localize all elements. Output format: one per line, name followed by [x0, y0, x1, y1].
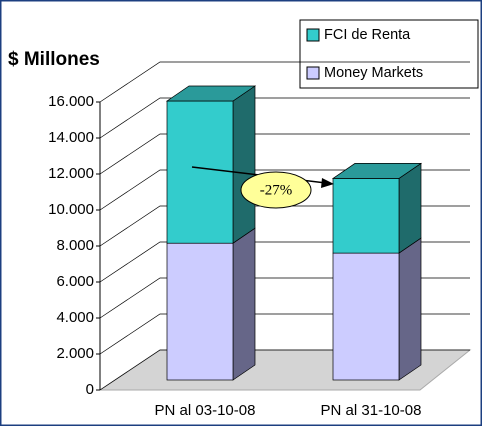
y-tick-label: 10.000	[48, 201, 94, 218]
annotation-bubble	[240, 171, 312, 209]
legend-box	[299, 19, 479, 89]
y-tick-label: 2.000	[56, 345, 94, 362]
bar	[332, 252, 400, 381]
y-tick-label: 12.000	[48, 165, 94, 182]
y-tick-label: 0	[86, 381, 94, 398]
legend-label: FCI de Renta	[324, 27, 411, 43]
bar-top	[165, 85, 257, 102]
annotation: -27%	[260, 182, 293, 198]
y-tick-label: 6.000	[56, 273, 94, 290]
y-tick-label: 14.000	[48, 129, 94, 146]
legend-swatch	[306, 66, 320, 80]
legend-label: Money Markets	[324, 65, 423, 81]
bar	[166, 100, 234, 244]
bar-top	[331, 163, 423, 179]
y-tick-label: 8.000	[56, 237, 94, 254]
bar-side	[232, 85, 256, 244]
bar-side	[232, 227, 256, 381]
bar	[166, 242, 234, 381]
bar-side	[398, 162, 422, 254]
y-tick-label: 4.000	[56, 309, 94, 326]
y-tick-label: 16.000	[48, 93, 94, 110]
arrow-head	[321, 178, 334, 188]
grid-line	[99, 97, 470, 139]
chart-title: $ Millones	[8, 49, 100, 70]
legend: FCI de Renta Money Markets	[299, 19, 479, 89]
grid-line	[99, 133, 470, 175]
x-tick-label: PN al 03-10-08	[155, 402, 256, 419]
x-tick-label: PN al 31-10-08	[321, 402, 422, 419]
bar-side	[398, 237, 422, 381]
legend-swatch	[306, 28, 320, 42]
grid-line	[99, 61, 470, 103]
bar	[332, 178, 400, 254]
